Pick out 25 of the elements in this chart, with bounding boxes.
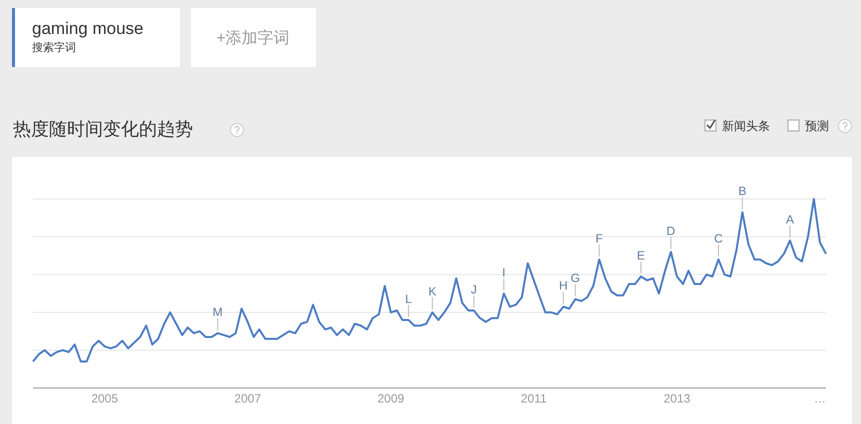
annotation: B [738, 184, 746, 198]
x-tick-label: 2009 [377, 392, 404, 406]
annotation: G [570, 271, 580, 286]
chart-title: 热度随时间变化的趋势 [13, 119, 193, 139]
text: gaming mouse [32, 19, 144, 38]
x-tick-label: 2011 [520, 392, 548, 406]
annotation: K [428, 284, 436, 298]
x-tick-label: 2007 [234, 392, 262, 406]
annotation: A [786, 212, 794, 227]
text: 预测 [805, 119, 829, 133]
text: +添加字词 [216, 29, 290, 47]
x-tick-label: … [814, 392, 826, 406]
annotation: I [502, 266, 506, 280]
annotation: J [470, 282, 477, 297]
text: 搜索字词 [32, 41, 76, 54]
annotation: H [559, 278, 568, 293]
annotation: D [666, 224, 676, 238]
annotation: F [596, 231, 603, 246]
x-tick-label: 2005 [91, 392, 118, 406]
text: 新闻头条 [722, 119, 770, 133]
annotation: M [212, 305, 223, 320]
annotation: L [405, 292, 412, 306]
annotation: C [714, 231, 724, 246]
x-tick-label: 2013 [664, 392, 691, 406]
annotation: E [636, 248, 645, 262]
